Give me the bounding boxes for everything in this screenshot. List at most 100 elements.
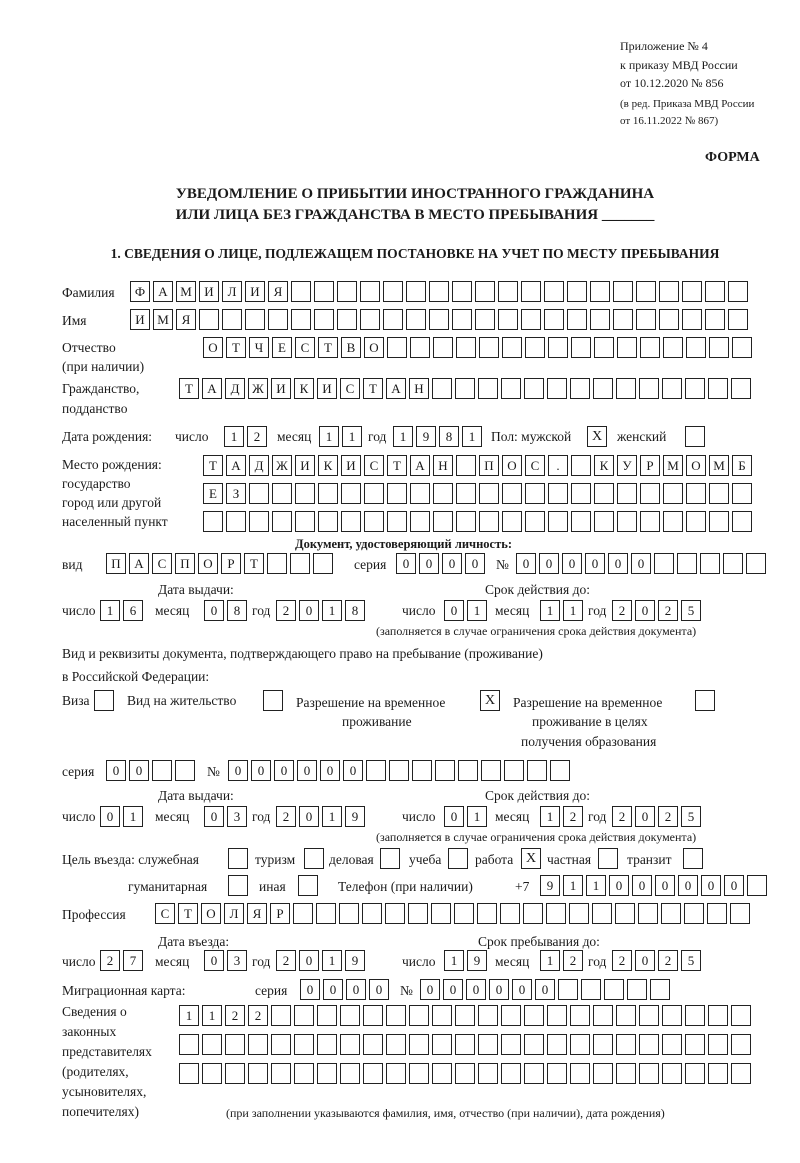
char-cell[interactable] bbox=[479, 483, 499, 504]
char-cell[interactable] bbox=[479, 337, 499, 358]
char-cell[interactable]: 2 bbox=[612, 950, 632, 971]
char-cell[interactable]: 0 bbox=[320, 760, 340, 781]
char-cell[interactable]: 0 bbox=[443, 979, 463, 1000]
char-cell[interactable] bbox=[225, 1063, 245, 1084]
char-cell[interactable] bbox=[728, 309, 748, 330]
char-cell[interactable]: 0 bbox=[129, 760, 149, 781]
char-cell[interactable]: Р bbox=[640, 455, 660, 476]
char-cell[interactable]: 1 bbox=[393, 426, 413, 447]
char-cell[interactable] bbox=[581, 979, 601, 1000]
char-cell[interactable] bbox=[272, 483, 292, 504]
char-cell[interactable] bbox=[341, 483, 361, 504]
char-cell[interactable]: 1 bbox=[179, 1005, 199, 1026]
char-cell[interactable]: 0 bbox=[465, 553, 485, 574]
char-cell[interactable] bbox=[340, 1034, 360, 1055]
char-cell[interactable]: 1 bbox=[467, 806, 487, 827]
char-cell[interactable]: Е bbox=[203, 483, 223, 504]
char-cell[interactable] bbox=[268, 309, 288, 330]
char-cell[interactable] bbox=[570, 1034, 590, 1055]
char-cell[interactable]: Ф bbox=[130, 281, 150, 302]
char-cell[interactable]: 1 bbox=[123, 806, 143, 827]
char-cell[interactable]: К bbox=[318, 455, 338, 476]
char-cell[interactable] bbox=[340, 1063, 360, 1084]
char-cell[interactable]: Л bbox=[224, 903, 244, 924]
char-cell[interactable] bbox=[685, 1034, 705, 1055]
char-cell[interactable] bbox=[524, 378, 544, 399]
char-cell[interactable] bbox=[456, 455, 476, 476]
char-cell[interactable] bbox=[433, 483, 453, 504]
char-cell[interactable]: 2 bbox=[563, 806, 583, 827]
char-cell[interactable] bbox=[594, 483, 614, 504]
char-cell[interactable] bbox=[475, 309, 495, 330]
char-cell[interactable]: К bbox=[594, 455, 614, 476]
char-cell[interactable] bbox=[429, 281, 449, 302]
char-cell[interactable] bbox=[501, 1005, 521, 1026]
char-cell[interactable] bbox=[524, 1063, 544, 1084]
char-cell[interactable]: 0 bbox=[444, 600, 464, 621]
char-cell[interactable] bbox=[547, 1063, 567, 1084]
char-cell[interactable] bbox=[662, 378, 682, 399]
char-cell[interactable]: 0 bbox=[635, 806, 655, 827]
visa-checkbox[interactable] bbox=[94, 690, 114, 711]
char-cell[interactable] bbox=[524, 1005, 544, 1026]
char-cell[interactable]: 2 bbox=[612, 806, 632, 827]
char-cell[interactable]: 1 bbox=[342, 426, 362, 447]
char-cell[interactable]: У bbox=[617, 455, 637, 476]
char-cell[interactable] bbox=[386, 1063, 406, 1084]
char-cell[interactable]: И bbox=[271, 378, 291, 399]
char-cell[interactable]: Ж bbox=[248, 378, 268, 399]
sex-male-checkbox[interactable]: X bbox=[587, 426, 607, 447]
char-cell[interactable] bbox=[383, 309, 403, 330]
representatives-field-row-3[interactable] bbox=[179, 1063, 751, 1084]
char-cell[interactable] bbox=[639, 1005, 659, 1026]
char-cell[interactable]: 9 bbox=[540, 875, 560, 896]
char-cell[interactable] bbox=[249, 483, 269, 504]
char-cell[interactable]: М bbox=[709, 455, 729, 476]
char-cell[interactable] bbox=[317, 1005, 337, 1026]
char-cell[interactable]: 0 bbox=[396, 553, 416, 574]
char-cell[interactable] bbox=[295, 511, 315, 532]
char-cell[interactable] bbox=[640, 483, 660, 504]
char-cell[interactable]: 0 bbox=[100, 806, 120, 827]
char-cell[interactable]: О bbox=[203, 337, 223, 358]
char-cell[interactable] bbox=[222, 309, 242, 330]
char-cell[interactable]: 2 bbox=[276, 950, 296, 971]
char-cell[interactable]: С bbox=[295, 337, 315, 358]
char-cell[interactable] bbox=[271, 1005, 291, 1026]
char-cell[interactable] bbox=[410, 337, 430, 358]
char-cell[interactable]: 2 bbox=[248, 1005, 268, 1026]
char-cell[interactable]: А bbox=[129, 553, 149, 574]
char-cell[interactable]: З bbox=[226, 483, 246, 504]
char-cell[interactable] bbox=[199, 309, 219, 330]
char-cell[interactable]: 0 bbox=[466, 979, 486, 1000]
char-cell[interactable]: Р bbox=[270, 903, 290, 924]
char-cell[interactable] bbox=[569, 903, 589, 924]
char-cell[interactable]: 1 bbox=[462, 426, 482, 447]
char-cell[interactable]: 0 bbox=[535, 979, 555, 1000]
char-cell[interactable]: 0 bbox=[516, 553, 536, 574]
char-cell[interactable] bbox=[363, 1034, 383, 1055]
char-cell[interactable] bbox=[746, 553, 766, 574]
char-cell[interactable] bbox=[226, 511, 246, 532]
char-cell[interactable]: И bbox=[317, 378, 337, 399]
char-cell[interactable]: А bbox=[386, 378, 406, 399]
char-cell[interactable] bbox=[431, 903, 451, 924]
char-cell[interactable] bbox=[409, 1005, 429, 1026]
char-cell[interactable] bbox=[481, 760, 501, 781]
char-cell[interactable]: 5 bbox=[681, 806, 701, 827]
char-cell[interactable] bbox=[527, 760, 547, 781]
char-cell[interactable]: 0 bbox=[585, 553, 605, 574]
char-cell[interactable]: И bbox=[199, 281, 219, 302]
char-cell[interactable] bbox=[478, 1034, 498, 1055]
trp-checkbox[interactable]: X bbox=[480, 690, 500, 711]
char-cell[interactable] bbox=[502, 483, 522, 504]
char-cell[interactable] bbox=[525, 483, 545, 504]
